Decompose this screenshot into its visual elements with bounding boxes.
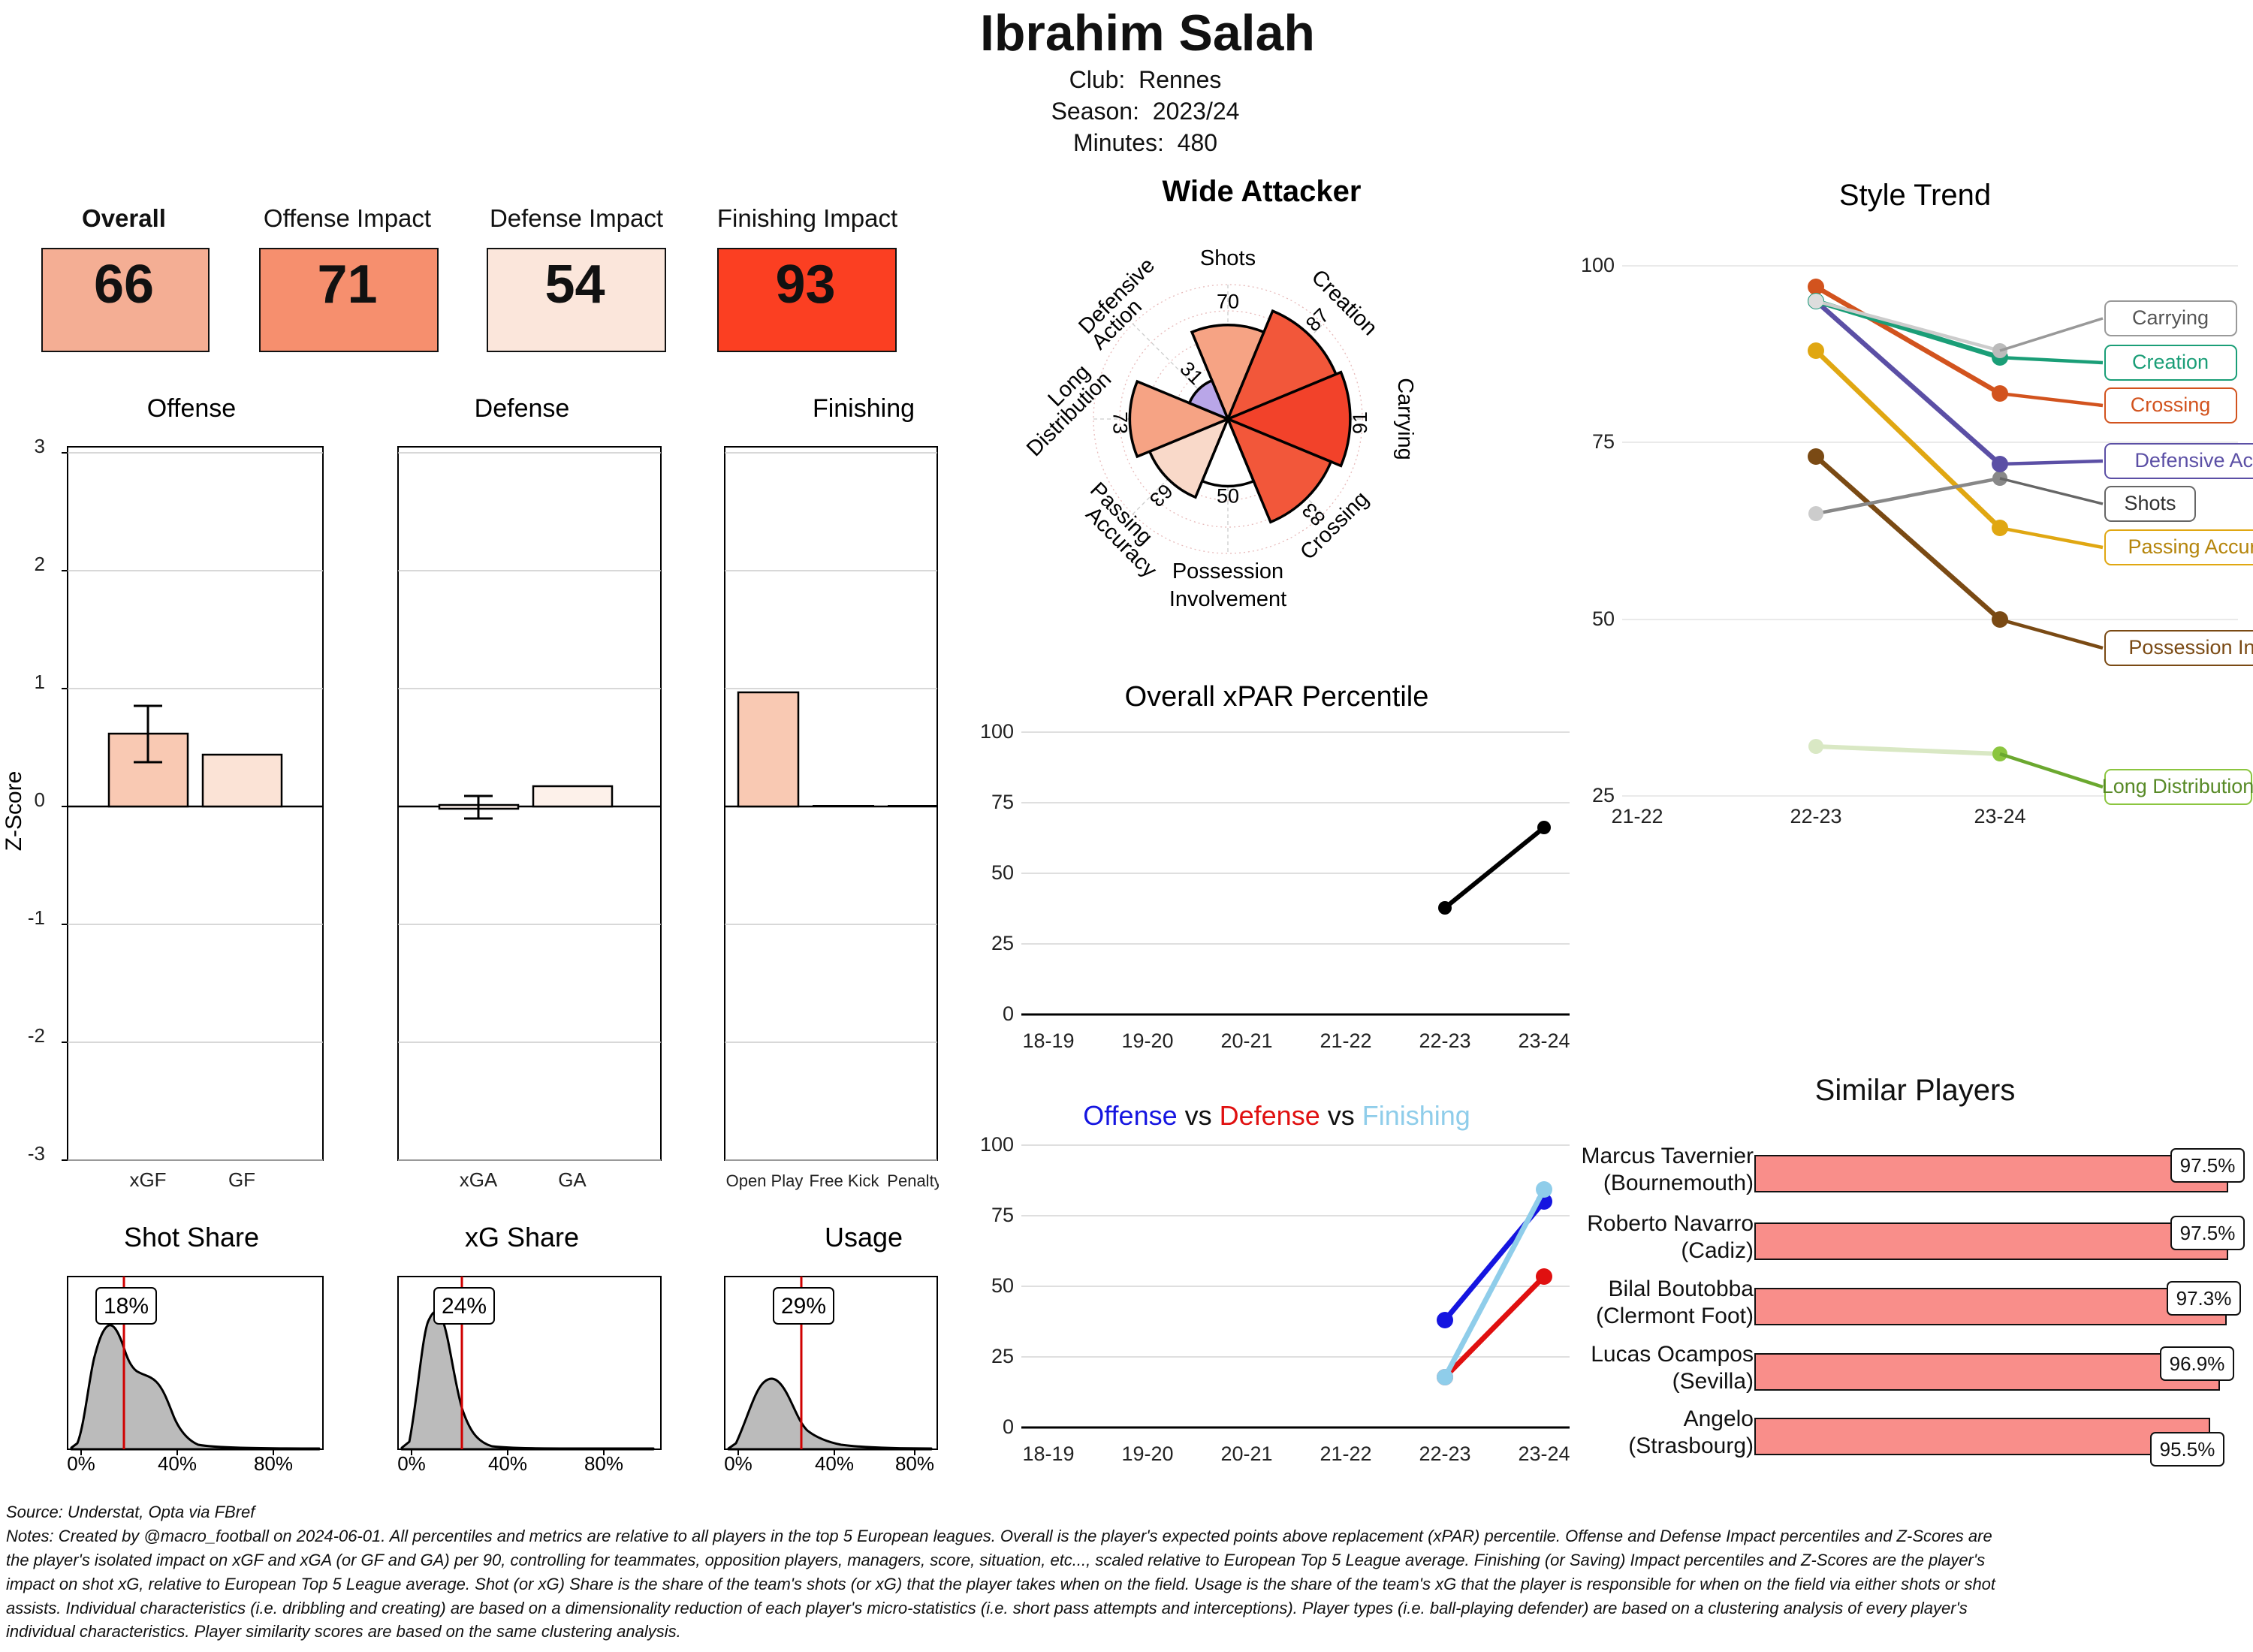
svg-text:Possession: Possession <box>1172 559 1283 583</box>
svg-text:23-24: 23-24 <box>1518 1029 1570 1052</box>
svg-text:40%: 40% <box>815 1452 854 1475</box>
svg-text:19-20: 19-20 <box>1121 1442 1173 1465</box>
svg-text:75: 75 <box>1592 430 1615 453</box>
svg-text:Defensive Action: Defensive Action <box>2134 449 2253 472</box>
svg-text:GF: GF <box>228 1168 255 1191</box>
svg-text:Crossing: Crossing <box>2131 393 2211 416</box>
svg-text:18-19: 18-19 <box>1022 1029 1074 1052</box>
svg-text:21-22: 21-22 <box>1611 805 1663 828</box>
svg-text:100: 100 <box>1581 254 1615 276</box>
svg-text:0%: 0% <box>724 1452 753 1475</box>
svg-text:Finishing: Finishing <box>813 394 915 423</box>
svg-text:80%: 80% <box>895 1452 934 1475</box>
svg-text:25: 25 <box>1592 784 1615 806</box>
svg-text:Wide Attacker: Wide Attacker <box>1163 175 1362 208</box>
svg-text:50: 50 <box>991 861 1014 884</box>
svg-text:Shots: Shots <box>1200 246 1256 270</box>
svg-text:80%: 80% <box>254 1452 293 1475</box>
svg-text:40%: 40% <box>158 1452 197 1475</box>
svg-text:0: 0 <box>1003 1415 1014 1438</box>
svg-text:100: 100 <box>980 720 1014 743</box>
svg-text:GA: GA <box>558 1168 587 1191</box>
svg-text:-2: -2 <box>28 1024 45 1047</box>
svg-text:Possession Involvement: Possession Involvement <box>2128 636 2253 659</box>
svg-text:Penalty: Penalty <box>887 1171 939 1190</box>
svg-text:19-20: 19-20 <box>1121 1029 1173 1052</box>
svg-text:xGF: xGF <box>129 1168 166 1191</box>
svg-text:25: 25 <box>991 1345 1014 1367</box>
svg-text:3: 3 <box>35 435 45 457</box>
svg-text:40%: 40% <box>488 1452 527 1475</box>
svg-text:50: 50 <box>1592 607 1615 630</box>
svg-text:Overall xPAR Percentile: Overall xPAR Percentile <box>1125 681 1429 713</box>
svg-text:-1: -1 <box>28 906 45 929</box>
svg-text:Creation: Creation <box>2132 351 2209 373</box>
svg-text:2: 2 <box>35 553 45 575</box>
svg-text:Shot Share: Shot Share <box>124 1222 259 1253</box>
svg-text:Z-Score: Z-Score <box>2 771 26 852</box>
svg-text:75: 75 <box>991 791 1014 813</box>
svg-text:18%: 18% <box>104 1294 149 1319</box>
svg-text:0: 0 <box>1003 1002 1014 1025</box>
svg-text:100: 100 <box>980 1133 1014 1156</box>
svg-text:80%: 80% <box>584 1452 623 1475</box>
svg-text:22-23: 22-23 <box>1790 805 1841 828</box>
svg-text:75: 75 <box>991 1204 1014 1226</box>
svg-text:22-23: 22-23 <box>1419 1029 1470 1052</box>
svg-text:Carrying: Carrying <box>1393 378 1417 460</box>
svg-text:Shots: Shots <box>2124 492 2176 514</box>
svg-text:Offense: Offense <box>147 394 236 423</box>
svg-text:Defense: Defense <box>475 394 570 423</box>
svg-text:Usage: Usage <box>825 1222 903 1253</box>
svg-text:Passing Accuracy: Passing Accuracy <box>2128 535 2253 558</box>
svg-text:23-24: 23-24 <box>1518 1442 1570 1465</box>
svg-text:21-22: 21-22 <box>1320 1029 1371 1052</box>
svg-text:24%: 24% <box>442 1294 487 1319</box>
svg-text:0%: 0% <box>67 1452 95 1475</box>
svg-text:Involvement: Involvement <box>1169 587 1286 611</box>
svg-text:0: 0 <box>35 788 45 811</box>
svg-text:91: 91 <box>1349 411 1371 434</box>
svg-text:23-24: 23-24 <box>1974 805 2025 828</box>
svg-text:29%: 29% <box>781 1294 826 1319</box>
svg-text:0%: 0% <box>397 1452 426 1475</box>
svg-text:22-23: 22-23 <box>1419 1442 1470 1465</box>
svg-text:xGA: xGA <box>460 1168 498 1191</box>
svg-text:1: 1 <box>35 671 45 693</box>
svg-text:20-21: 20-21 <box>1220 1442 1272 1465</box>
svg-text:Carrying: Carrying <box>2132 306 2209 329</box>
svg-text:70: 70 <box>1217 291 1239 313</box>
svg-text:21-22: 21-22 <box>1320 1442 1371 1465</box>
svg-text:20-21: 20-21 <box>1220 1029 1272 1052</box>
svg-text:Free Kick: Free Kick <box>810 1171 880 1190</box>
svg-text:Offense vs Defense vs Finishin: Offense vs Defense vs Finishing <box>1083 1100 1470 1131</box>
svg-text:73: 73 <box>1108 411 1131 434</box>
svg-text:Open Play: Open Play <box>726 1171 804 1190</box>
svg-text:18-19: 18-19 <box>1022 1442 1074 1465</box>
svg-text:xG Share: xG Share <box>465 1222 579 1253</box>
svg-text:Long Distribution: Long Distribution <box>2102 775 2253 797</box>
svg-text:25: 25 <box>991 932 1014 954</box>
svg-text:50: 50 <box>1217 485 1239 508</box>
svg-text:Style Trend: Style Trend <box>1839 179 1991 212</box>
svg-text:50: 50 <box>991 1274 1014 1297</box>
svg-text:-3: -3 <box>28 1142 45 1165</box>
